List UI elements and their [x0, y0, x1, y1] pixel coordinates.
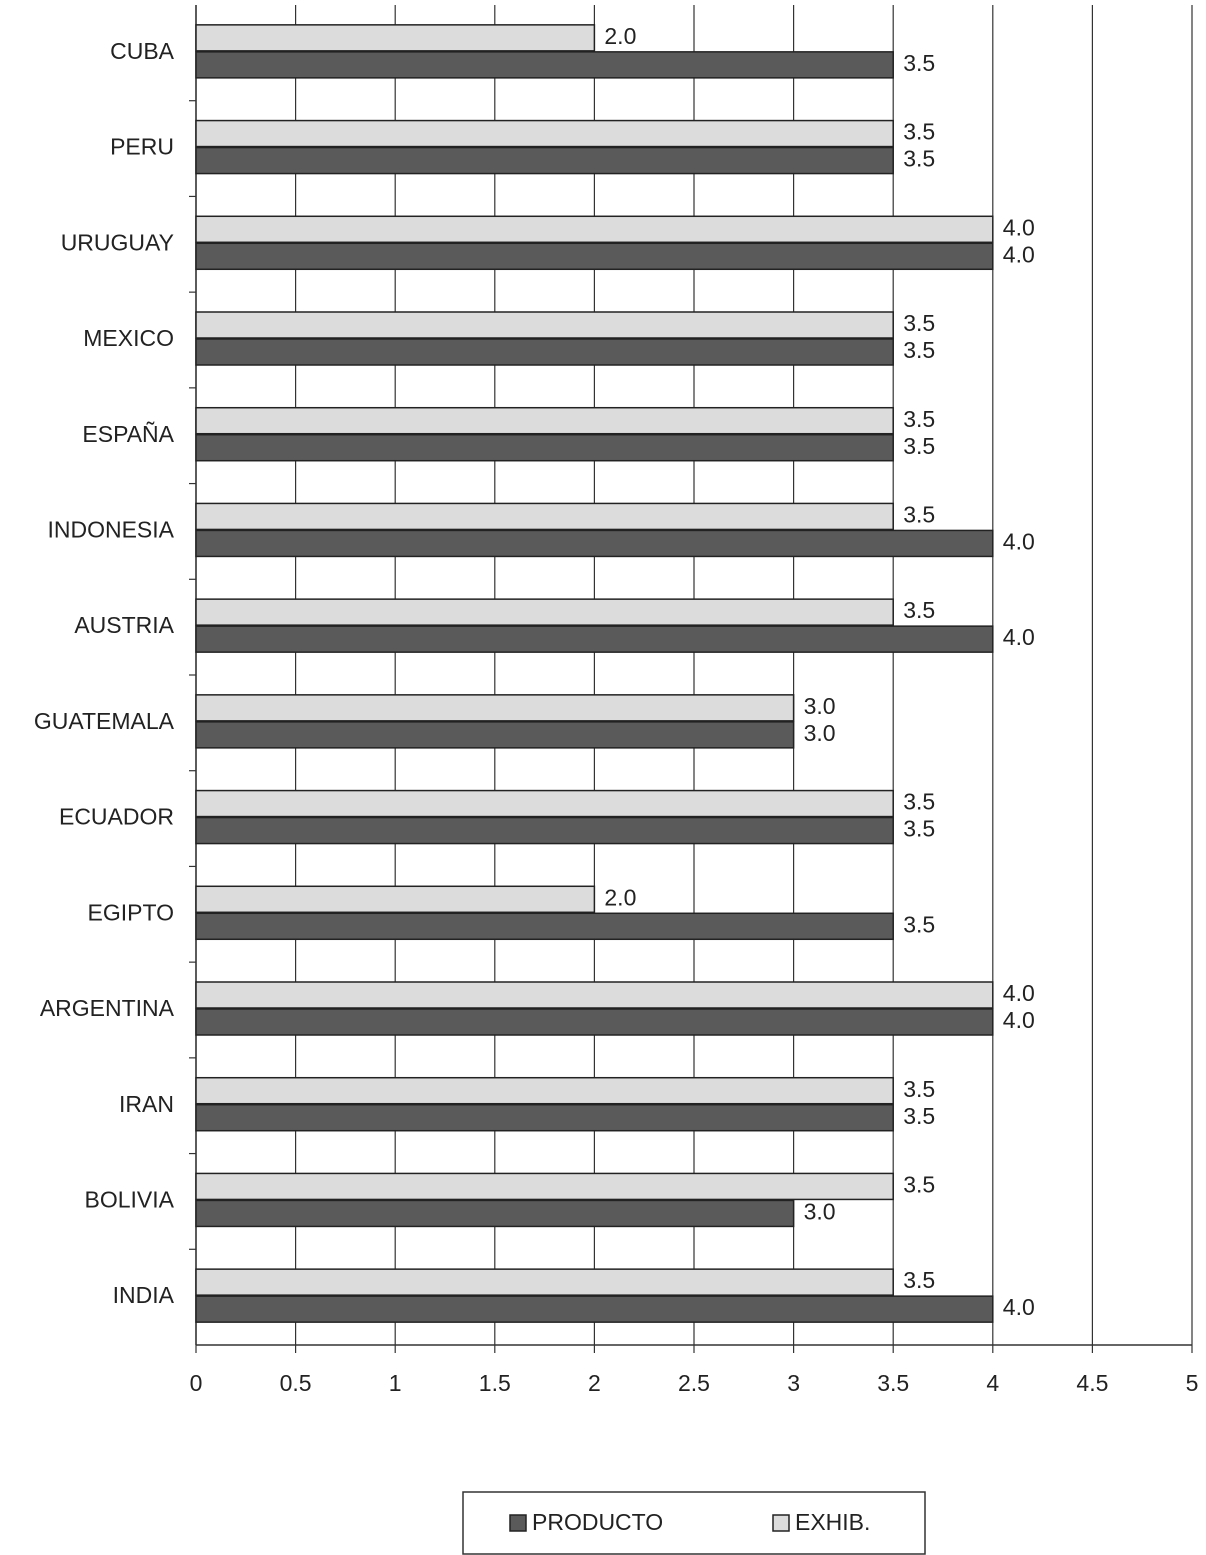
value-label: 3.5 [903, 502, 935, 528]
value-label: 3.5 [903, 1172, 935, 1198]
value-label: 3.5 [903, 50, 935, 76]
x-tick-label: 4 [986, 1370, 999, 1396]
value-label: 4.0 [1003, 529, 1035, 555]
y-tick-label: EGIPTO [88, 899, 175, 925]
bar [195, 1172, 894, 1201]
x-tick-label: 3 [787, 1370, 800, 1396]
bar [195, 1008, 994, 1036]
value-label: 3.0 [804, 1199, 836, 1225]
value-label: 3.5 [903, 119, 935, 145]
bar [195, 1199, 795, 1228]
value-label: 4.0 [1003, 1294, 1035, 1320]
bar [195, 1076, 894, 1105]
bar [195, 981, 994, 1009]
value-label: 3.5 [903, 597, 935, 623]
value-label: 3.5 [903, 1076, 935, 1102]
bar [195, 406, 894, 435]
value-label: 3.5 [903, 911, 935, 937]
y-tick-label: ECUADOR [59, 804, 174, 830]
bar [195, 885, 596, 914]
y-tick-label: MEXICO [83, 325, 174, 351]
bar [195, 311, 894, 339]
x-tick-label: 0 [190, 1370, 203, 1396]
value-label: 3.5 [903, 1267, 935, 1293]
y-tick-label: ARGENTINA [40, 995, 175, 1021]
legend-swatch [772, 1514, 790, 1532]
bar [195, 242, 994, 271]
y-tick-label: AUSTRIA [74, 612, 174, 638]
y-tick-label: ESPAÑA [82, 421, 174, 447]
x-tick-label: 4.5 [1076, 1370, 1108, 1396]
value-label: 3.0 [804, 720, 836, 746]
bar [195, 1268, 894, 1296]
bar [195, 694, 795, 722]
y-tick-label: INDONESIA [47, 517, 174, 543]
x-tick-label: 1 [389, 1370, 402, 1396]
x-tick-label: 5 [1186, 1370, 1199, 1396]
bar [195, 721, 795, 749]
y-tick-label: IRAN [119, 1091, 174, 1117]
y-tick-label: CUBA [110, 38, 175, 64]
bar [195, 502, 894, 531]
bar [195, 338, 894, 366]
x-tick-label: 2.5 [678, 1370, 710, 1396]
x-tick-label: 0.5 [280, 1370, 312, 1396]
legend-swatch [509, 1514, 527, 1532]
bar [195, 433, 894, 462]
legend-box [462, 1491, 926, 1555]
y-tick-label: GUATEMALA [34, 708, 175, 734]
y-tick-label: INDIA [113, 1282, 175, 1308]
value-label: 3.5 [903, 816, 935, 842]
value-label: 4.0 [1003, 214, 1035, 240]
value-label: 3.5 [903, 1103, 935, 1129]
legend-label: EXHIB. [795, 1509, 870, 1535]
legend-label: PRODUCTO [532, 1509, 663, 1535]
bar [195, 529, 994, 558]
bar [195, 51, 894, 79]
bar [195, 625, 994, 653]
value-label: 3.5 [903, 406, 935, 432]
bar [195, 1103, 894, 1132]
value-label: 3.5 [903, 146, 935, 172]
y-tick-label: URUGUAY [61, 229, 174, 255]
bar [195, 146, 894, 175]
value-label: 3.5 [903, 433, 935, 459]
bar [195, 1295, 994, 1323]
bar [195, 215, 994, 244]
value-label: 4.0 [1003, 980, 1035, 1006]
bar [195, 598, 894, 626]
x-tick-label: 3.5 [877, 1370, 909, 1396]
bar [195, 119, 894, 148]
bar [195, 789, 894, 818]
value-label: 3.5 [903, 310, 935, 336]
value-label: 4.0 [1003, 241, 1035, 267]
value-label: 4.0 [1003, 1007, 1035, 1033]
value-label: 3.5 [903, 789, 935, 815]
x-tick-label: 1.5 [479, 1370, 511, 1396]
x-tick-label: 2 [588, 1370, 601, 1396]
value-label: 3.0 [804, 693, 836, 719]
value-label: 3.5 [903, 337, 935, 363]
bar [195, 912, 894, 941]
value-label: 4.0 [1003, 624, 1035, 650]
y-tick-label: BOLIVIA [85, 1187, 175, 1213]
value-label: 2.0 [604, 884, 636, 910]
bar [195, 816, 894, 845]
y-tick-label: PERU [110, 134, 174, 160]
bar [195, 24, 596, 52]
value-label: 2.0 [604, 23, 636, 49]
